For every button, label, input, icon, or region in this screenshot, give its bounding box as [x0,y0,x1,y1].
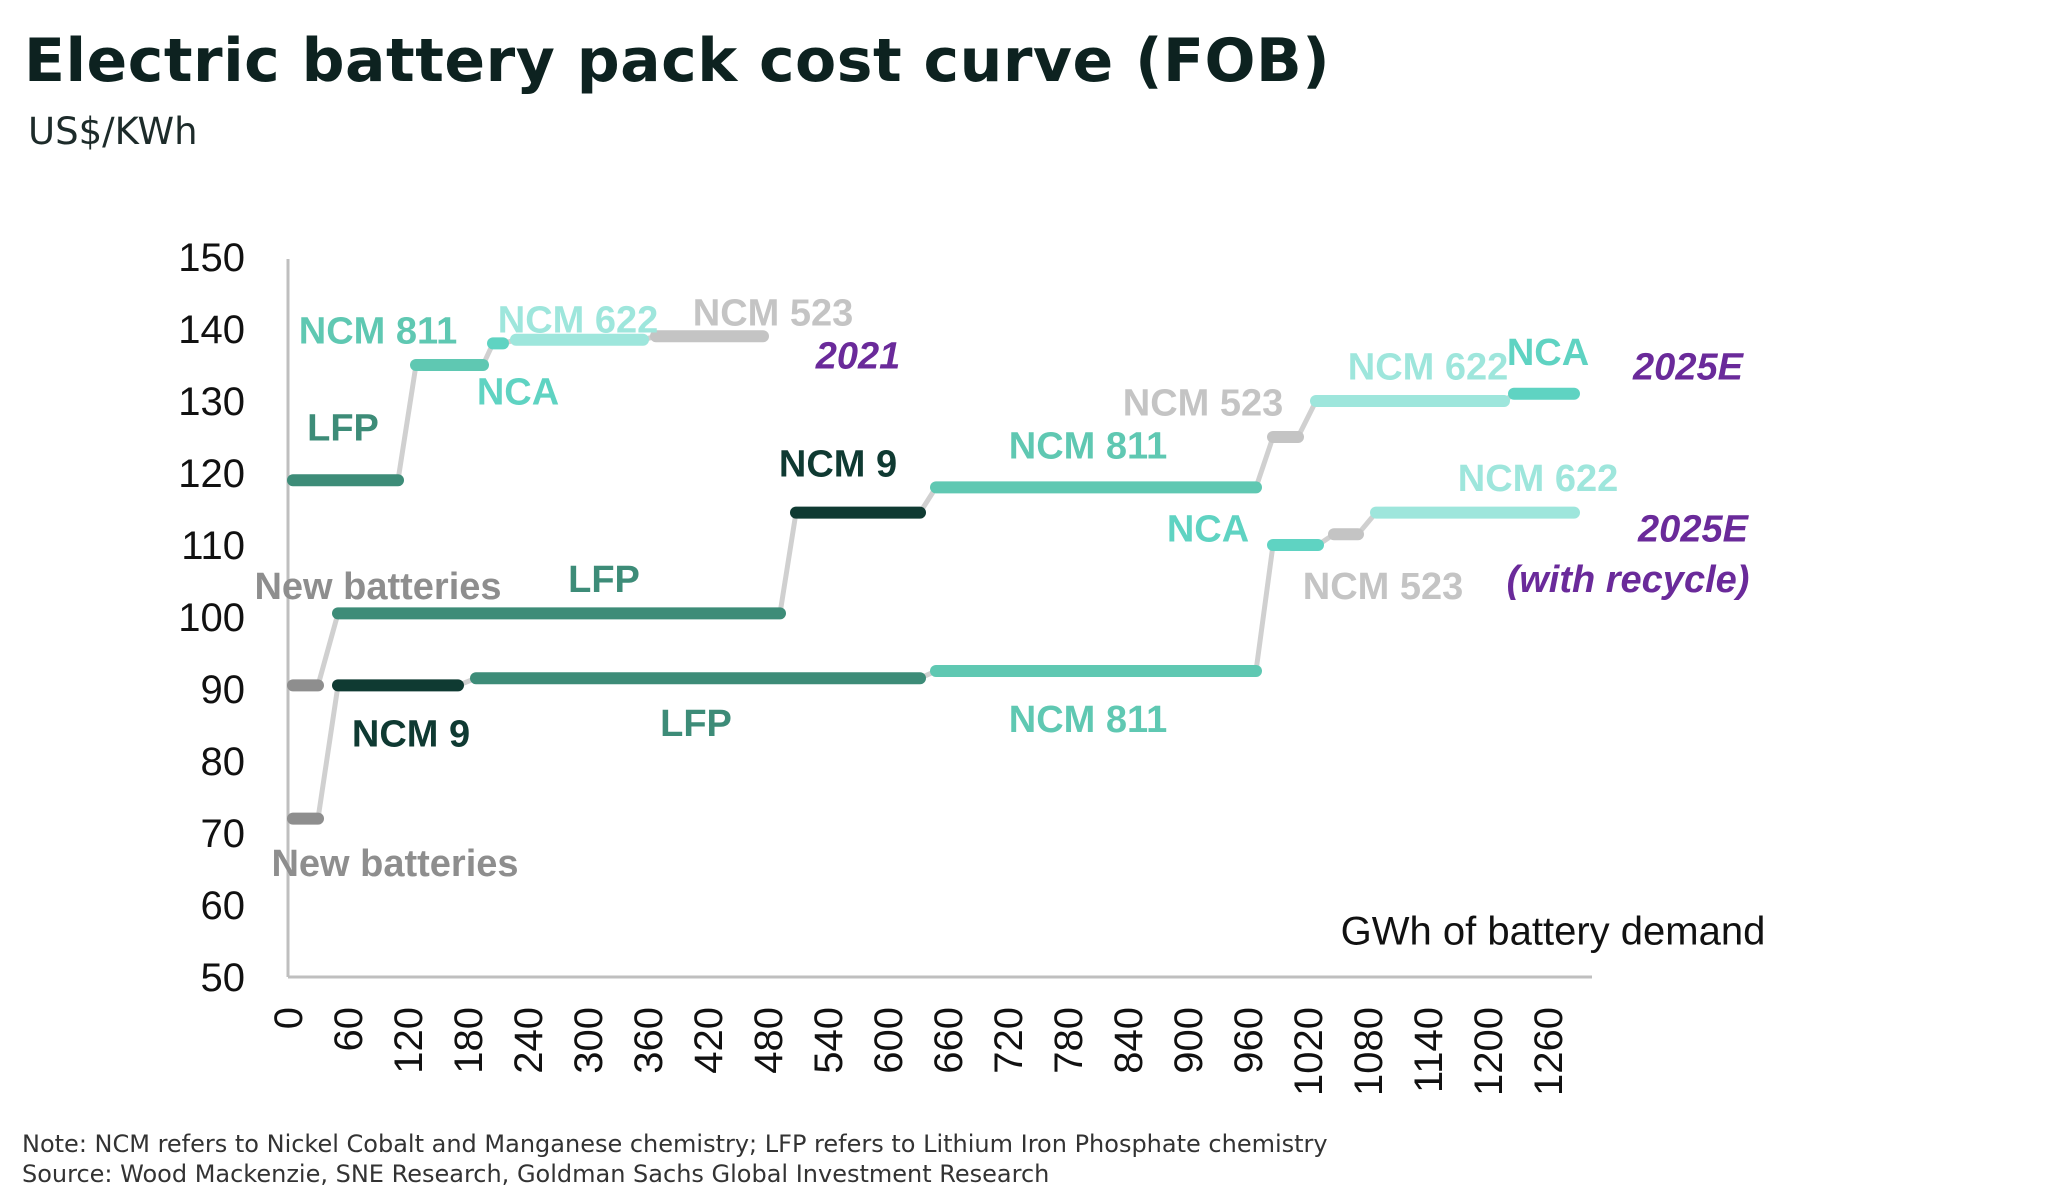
label-with-recycle: (with recycle) [1507,559,1750,601]
label-lfp: LFP [660,703,732,745]
label-ncm-622: NCM 622 [498,300,659,342]
y-tick-label: 50 [201,956,246,1000]
label-nca: NCA [1507,332,1589,374]
x-tick-label: 360 [627,1007,671,1074]
axes: 50 60 70 80 90 100 110 120 130 140 150 0 60 120 180 240… [178,236,1592,1096]
y-tick-label: 150 [178,236,245,280]
label-nca: NCA [1167,508,1249,550]
chart-title: Electric battery pack cost curve (FOB) [24,26,1331,96]
y-tick-label: 70 [201,812,246,856]
label-2025e: 2025E [1632,346,1745,388]
label-ncm-523: NCM 523 [693,292,854,334]
label-2025e: 2025E [1637,508,1750,550]
y-tick-label: 110 [181,524,245,568]
x-tick-label: 420 [687,1007,731,1074]
label-new-batteries: New batteries [271,843,518,885]
x-tick-label: 660 [927,1007,971,1074]
label-2021: 2021 [815,336,901,378]
x-tick-label: 180 [447,1007,491,1074]
label-nca: NCA [477,372,559,414]
x-tick-label: 540 [807,1007,851,1074]
x-tick-label: 900 [1167,1007,1211,1074]
label-ncm-9: NCM 9 [779,444,897,486]
footnote-source: Source: Wood Mackenzie, SNE Research, Go… [22,1160,1050,1188]
x-tick-label: 60 [327,1007,371,1052]
label-gwh-of-battery-demand: GWh of battery demand [1341,910,1766,954]
x-tick-label: 1140 [1407,1007,1451,1093]
x-tick-label: 0 [267,1007,311,1029]
y-tick-label: 100 [178,596,245,640]
label-lfp: LFP [307,408,379,450]
connector-2025e [315,610,341,688]
y-tick-label: 60 [201,884,246,928]
footnote-note: Note: NCM refers to Nickel Cobalt and Ma… [22,1130,1328,1158]
connector-2025e [1295,398,1319,440]
y-tick-label: 90 [201,668,246,712]
connector-2025e-with-recycle [1253,542,1276,674]
x-tick-label: 840 [1107,1007,1151,1074]
label-lfp: LFP [568,559,640,601]
x-tick-label: 1200 [1467,1007,1511,1096]
x-tick-label: 600 [867,1007,911,1074]
cost-segments [287,330,1580,825]
label-new-batteries: New batteries [254,566,501,608]
y-tick-label: 80 [201,740,246,784]
chart-subtitle-units: US$/KWh [28,110,198,153]
x-tick-label: 300 [567,1007,611,1074]
label-ncm-811: NCM 811 [1009,699,1167,741]
label-ncm-523: NCM 523 [1303,566,1464,608]
y-tick-label: 140 [178,308,245,352]
x-tick-label: 120 [387,1007,431,1074]
label-ncm-811: NCM 811 [1009,426,1167,468]
x-tick-label: 780 [1047,1007,1091,1074]
label-ncm-622: NCM 622 [1348,346,1509,388]
y-tick-label: 120 [178,452,245,496]
connector-2025e [1253,434,1276,490]
y-tick-label: 130 [178,380,245,424]
label-ncm-9: NCM 9 [352,714,470,756]
connector-2025e-with-recycle [315,682,341,822]
x-tick-label: 720 [987,1007,1031,1074]
label-ncm-622: NCM 622 [1458,458,1619,500]
connector-2021 [395,362,419,483]
label-ncm-523: NCM 523 [1123,382,1284,424]
x-tick-label: 960 [1227,1007,1271,1074]
x-tick-label: 240 [507,1007,551,1074]
connector-2025e [777,510,799,616]
x-tick-label: 480 [747,1007,791,1074]
x-tick-label: 1260 [1527,1007,1571,1096]
label-ncm-811: NCM 811 [299,310,457,352]
x-tick-label: 1080 [1347,1007,1391,1096]
x-tick-label: 1020 [1287,1007,1331,1096]
